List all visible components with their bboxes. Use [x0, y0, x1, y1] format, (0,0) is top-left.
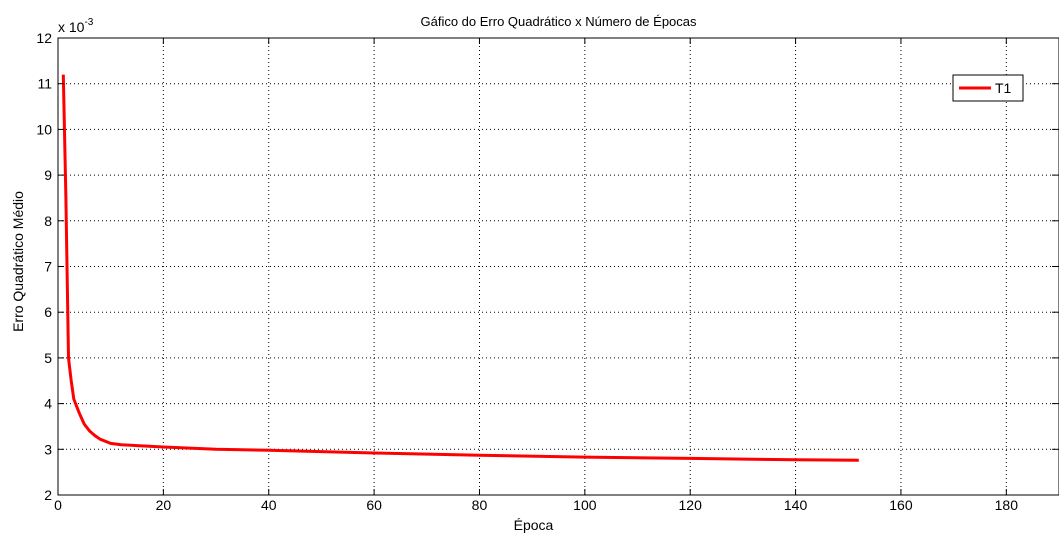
- y-tick-label: 6: [44, 304, 52, 320]
- x-tick-label: 180: [995, 497, 1019, 513]
- chart-title: Gáfico do Erro Quadrático x Número de Ép…: [420, 14, 697, 29]
- y-exponent-power: -3: [84, 17, 93, 28]
- series-line: [61, 74, 859, 462]
- y-tick-labels: 2 3 4 5 6 7 8 9 10 11 12: [36, 30, 52, 503]
- x-tick-label: 140: [784, 497, 808, 513]
- y-axis-title: Erro Quadrático Médio: [10, 191, 26, 332]
- x-axis-title: Época: [514, 517, 554, 533]
- x-tick-label: 20: [156, 497, 172, 513]
- y-tick-label: 2: [44, 487, 52, 503]
- y-tick-label: 12: [36, 30, 52, 46]
- x-tick-label: 80: [472, 497, 488, 513]
- y-exponent-base: x 10: [58, 19, 85, 35]
- x-tick-labels: 0 20 40 60 80 100 120 140 160 180: [54, 497, 1018, 513]
- y-tick-label: 11: [37, 76, 52, 92]
- grid-lines: [58, 38, 1059, 495]
- y-axis-exponent: x 10-3: [58, 17, 94, 35]
- y-tick-label: 5: [44, 350, 52, 366]
- y-tick-label: 10: [36, 121, 52, 137]
- y-tick-label: 7: [44, 259, 52, 275]
- x-tick-label: 0: [54, 497, 62, 513]
- y-tick-label: 3: [44, 441, 52, 457]
- legend: T1: [952, 74, 1024, 102]
- x-tick-label: 100: [573, 497, 597, 513]
- y-tick-label: 9: [44, 167, 52, 183]
- x-tick-label: 40: [261, 497, 277, 513]
- x-tick-label: 120: [679, 497, 703, 513]
- y-tick-label: 8: [44, 213, 52, 229]
- axis-ticks: [57, 37, 1058, 496]
- y-tick-label: 4: [44, 396, 52, 412]
- x-tick-label: 60: [366, 497, 382, 513]
- x-tick-label: 160: [889, 497, 913, 513]
- series-layer: [61, 74, 859, 462]
- legend-label: T1: [995, 80, 1012, 96]
